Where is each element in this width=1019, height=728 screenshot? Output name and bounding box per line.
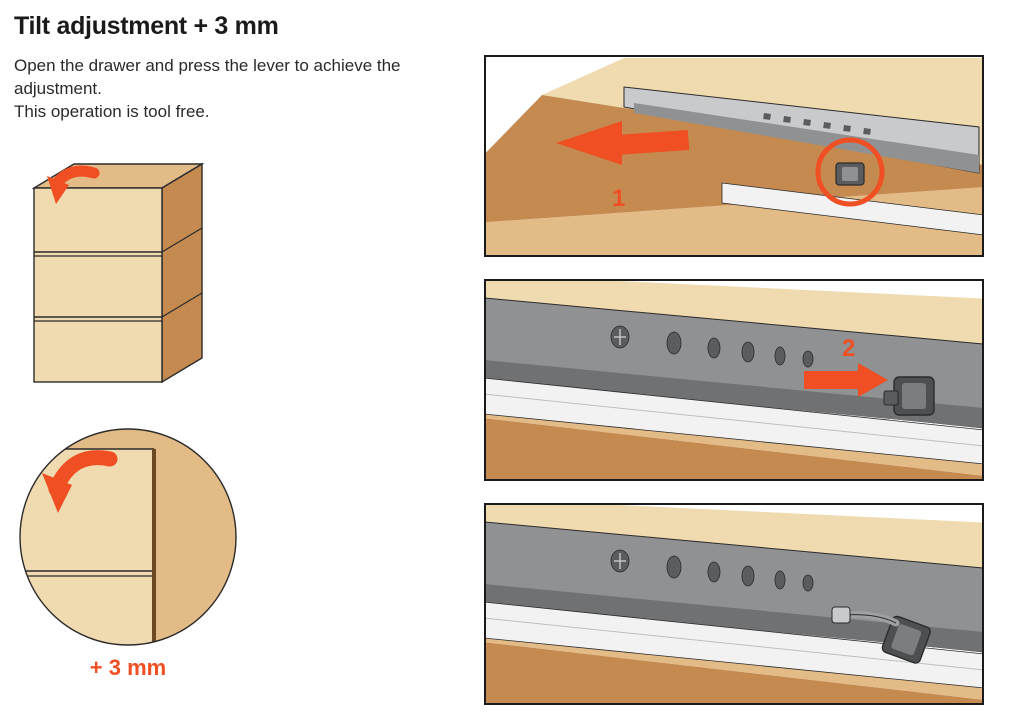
circle-detail-illustration <box>14 423 242 651</box>
instruction-text: Open the drawer and press the lever to a… <box>14 55 454 124</box>
step-panel-3 <box>484 503 984 705</box>
page-title: Tilt adjustment + 3 mm <box>14 12 1005 41</box>
cabinet-illustration <box>14 160 224 395</box>
step-1-number: 1 <box>612 185 625 213</box>
step-panel-2: 2 <box>484 279 984 481</box>
measurement-label: + 3 mm <box>14 655 242 681</box>
step-panel-1: 1 <box>484 55 984 257</box>
step-2-number: 2 <box>842 335 855 363</box>
